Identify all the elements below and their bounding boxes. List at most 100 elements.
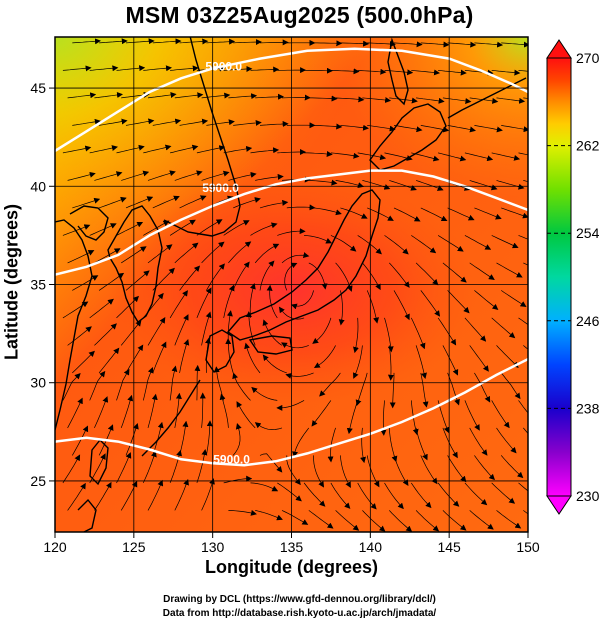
streamline-arrow bbox=[357, 482, 377, 510]
x-axis-ticks: 120 125 130 135 140 145 150 bbox=[43, 532, 540, 555]
streamline-arrow bbox=[251, 386, 278, 401]
colorbar-tick-label: 254 bbox=[576, 225, 599, 241]
streamline-arrow bbox=[143, 65, 172, 72]
streamline-arrow bbox=[147, 317, 166, 346]
streamline-arrow bbox=[67, 397, 83, 429]
streamline-arrow bbox=[147, 92, 177, 99]
streamline-arrow bbox=[367, 125, 396, 132]
streamline-arrow bbox=[277, 482, 302, 502]
streamline-arrow bbox=[98, 347, 120, 374]
streamline-arrow bbox=[474, 41, 504, 48]
streamline-arrow bbox=[327, 427, 336, 463]
streamline-arrow bbox=[152, 195, 180, 209]
streamline-arrow bbox=[125, 270, 150, 291]
y-tick-label: 45 bbox=[30, 80, 46, 96]
streamline-arrow bbox=[501, 207, 528, 219]
contour-line-1 bbox=[55, 47, 528, 152]
streamline-arrow bbox=[89, 298, 114, 319]
streamline-arrow bbox=[353, 317, 359, 354]
streamline-arrow bbox=[147, 170, 176, 181]
streamline-arrow bbox=[169, 219, 196, 236]
streamline-arrow bbox=[362, 97, 392, 103]
streamline-arrow bbox=[281, 252, 310, 264]
streamline-arrow bbox=[201, 478, 215, 511]
streamline-arrow bbox=[169, 365, 178, 401]
streamline-arrow bbox=[174, 314, 189, 346]
streamline-arrow bbox=[94, 481, 112, 511]
streamline-arrow bbox=[125, 38, 155, 45]
y-tick-label: 35 bbox=[30, 277, 46, 293]
streamline-arrow bbox=[250, 66, 280, 73]
streamline-arrow bbox=[491, 69, 521, 76]
streamline-arrow bbox=[250, 222, 278, 236]
streamline-arrow bbox=[313, 207, 342, 216]
streamline-arrow bbox=[496, 510, 522, 529]
streamline-arrow bbox=[223, 65, 253, 72]
streamline-arrow bbox=[491, 152, 521, 161]
colorbar-tick-label: 270 bbox=[576, 50, 599, 66]
streamline-arrow bbox=[67, 171, 96, 181]
streamline-arrow bbox=[464, 235, 492, 250]
streamline-arrow bbox=[232, 372, 251, 401]
streamline-arrow bbox=[286, 455, 301, 486]
streamline-arrow bbox=[254, 243, 280, 264]
streamline-arrow bbox=[116, 221, 144, 236]
streamline-arrow bbox=[116, 368, 130, 401]
streamline-arrow bbox=[179, 118, 209, 126]
x-axis-label: Longitude (degrees) bbox=[204, 557, 378, 577]
streamline-arrow bbox=[206, 38, 236, 45]
colorbar-bottom-extension bbox=[546, 495, 572, 515]
streamline-arrow bbox=[62, 65, 92, 72]
streamline-arrow bbox=[259, 199, 289, 209]
streamline-arrow bbox=[442, 97, 472, 104]
streamline-arrow bbox=[199, 392, 206, 428]
streamline-arrow bbox=[313, 40, 343, 47]
streamline-arrow bbox=[438, 69, 467, 76]
x-tick-label: 130 bbox=[201, 539, 225, 555]
streamline-arrow bbox=[469, 510, 494, 530]
streamline-arrow bbox=[523, 427, 528, 434]
streamline-arrow bbox=[125, 196, 154, 209]
streamline-arrow bbox=[447, 372, 460, 406]
streamline-arrow bbox=[143, 144, 172, 154]
streamline-arrow bbox=[94, 248, 121, 264]
streamline-arrow bbox=[366, 455, 380, 488]
colorbar-tick-label: 238 bbox=[576, 400, 599, 416]
streamline-arrow bbox=[147, 393, 158, 428]
streamline-arrow bbox=[501, 125, 528, 133]
streamline-arrow bbox=[415, 262, 439, 286]
streamline-arrow bbox=[169, 290, 188, 319]
streamline-arrow bbox=[281, 510, 309, 525]
streamline-arrow bbox=[244, 342, 261, 374]
streamline-arrow bbox=[94, 396, 109, 429]
streamline-arrow bbox=[308, 262, 328, 290]
streamline-arrow bbox=[474, 455, 496, 481]
streamline-arrow bbox=[262, 354, 287, 374]
kyushu-coast bbox=[205, 329, 235, 373]
streamline-arrow bbox=[67, 326, 92, 346]
streamline-arrow bbox=[500, 290, 527, 308]
streamline-arrow bbox=[518, 400, 528, 414]
streamline-arrow bbox=[179, 339, 190, 373]
streamline-arrow bbox=[464, 317, 487, 342]
y-axis-ticks: 25 30 35 40 45 bbox=[30, 80, 55, 489]
streamline-arrow bbox=[228, 171, 257, 181]
streamline-arrow bbox=[201, 311, 212, 346]
streamline-arrow bbox=[353, 345, 363, 379]
streamline-arrow bbox=[232, 423, 242, 456]
streamline-arrow bbox=[420, 290, 441, 317]
streamline-arrow bbox=[437, 235, 464, 252]
streamline-arrow bbox=[179, 195, 207, 209]
streamline-arrow bbox=[259, 453, 283, 473]
streamline-arrow bbox=[259, 39, 289, 46]
y-axis-label: Latitude (degrees) bbox=[1, 203, 22, 361]
streamline-arrow bbox=[362, 510, 386, 532]
streamline-arrow bbox=[437, 317, 457, 346]
streamline-arrow bbox=[420, 41, 450, 48]
streamline-arrow bbox=[474, 125, 503, 133]
streamline-arrow bbox=[491, 400, 510, 429]
streamline-arrow bbox=[518, 70, 528, 72]
streamline-arrow bbox=[213, 366, 225, 401]
streamline-arrow bbox=[447, 41, 477, 48]
